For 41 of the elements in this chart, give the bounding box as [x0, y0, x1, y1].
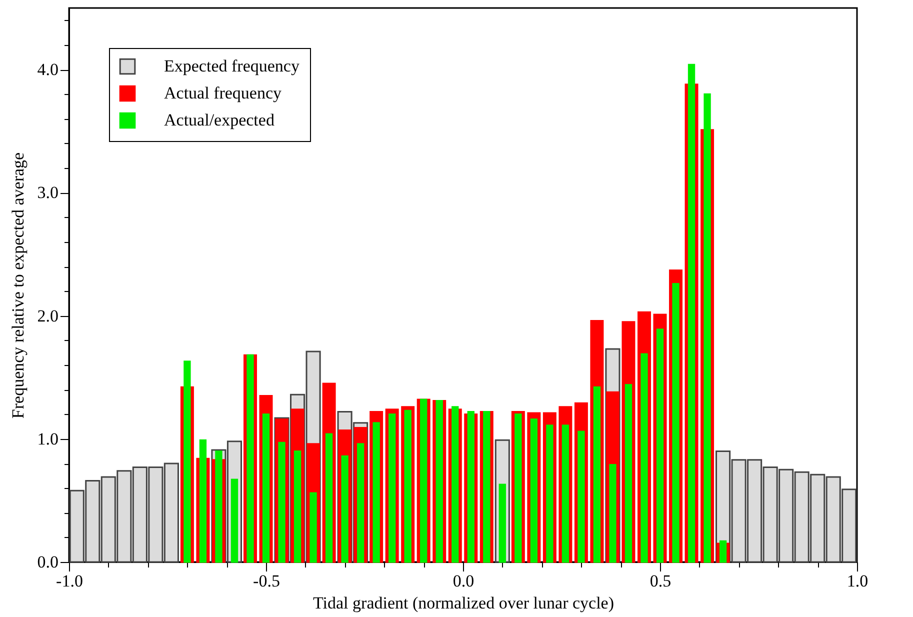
bar	[199, 439, 207, 563]
legend-label: Actual/expected	[164, 110, 275, 130]
bar	[452, 406, 459, 563]
bar	[467, 411, 474, 563]
x-tick-label: 0.5	[650, 572, 672, 590]
y-tick-label: 1.0	[37, 429, 58, 448]
bar	[230, 478, 238, 563]
bar	[546, 424, 554, 563]
legend-label: Expected frequency	[164, 56, 300, 76]
bar	[294, 450, 302, 563]
bar	[609, 464, 616, 563]
bar	[184, 360, 191, 563]
bar	[325, 433, 333, 563]
bar	[624, 384, 632, 563]
bar	[704, 93, 711, 563]
bar	[640, 353, 648, 563]
bar	[262, 414, 270, 563]
y-tick-label: 3.0	[37, 183, 58, 202]
bar	[688, 64, 696, 563]
x-tick-label: -0.5	[253, 572, 280, 590]
y-tick-label: 2.0	[37, 306, 58, 326]
y-tick-label: 4.0	[37, 60, 58, 80]
y-tick-label: 0.0	[37, 552, 58, 572]
bar	[310, 492, 317, 563]
bar	[562, 424, 570, 563]
x-tick-label: 0.0	[452, 572, 474, 590]
bar	[341, 455, 348, 563]
bar	[656, 328, 664, 563]
bar	[498, 484, 506, 563]
bar	[578, 430, 585, 563]
bar	[372, 422, 380, 563]
y-axis-title: Frequency relative to expected average	[8, 152, 28, 419]
legend-label: Actual frequency	[164, 84, 282, 102]
bar	[672, 283, 680, 563]
bar	[356, 443, 364, 563]
x-tick-label: -1.0	[56, 572, 83, 590]
bar	[278, 442, 286, 563]
x-axis-title: Tidal gradient (normalized over lunar cycle)	[312, 594, 614, 612]
x-tick-label: 1.0	[846, 572, 868, 590]
bar	[593, 386, 601, 563]
bar	[719, 540, 727, 563]
